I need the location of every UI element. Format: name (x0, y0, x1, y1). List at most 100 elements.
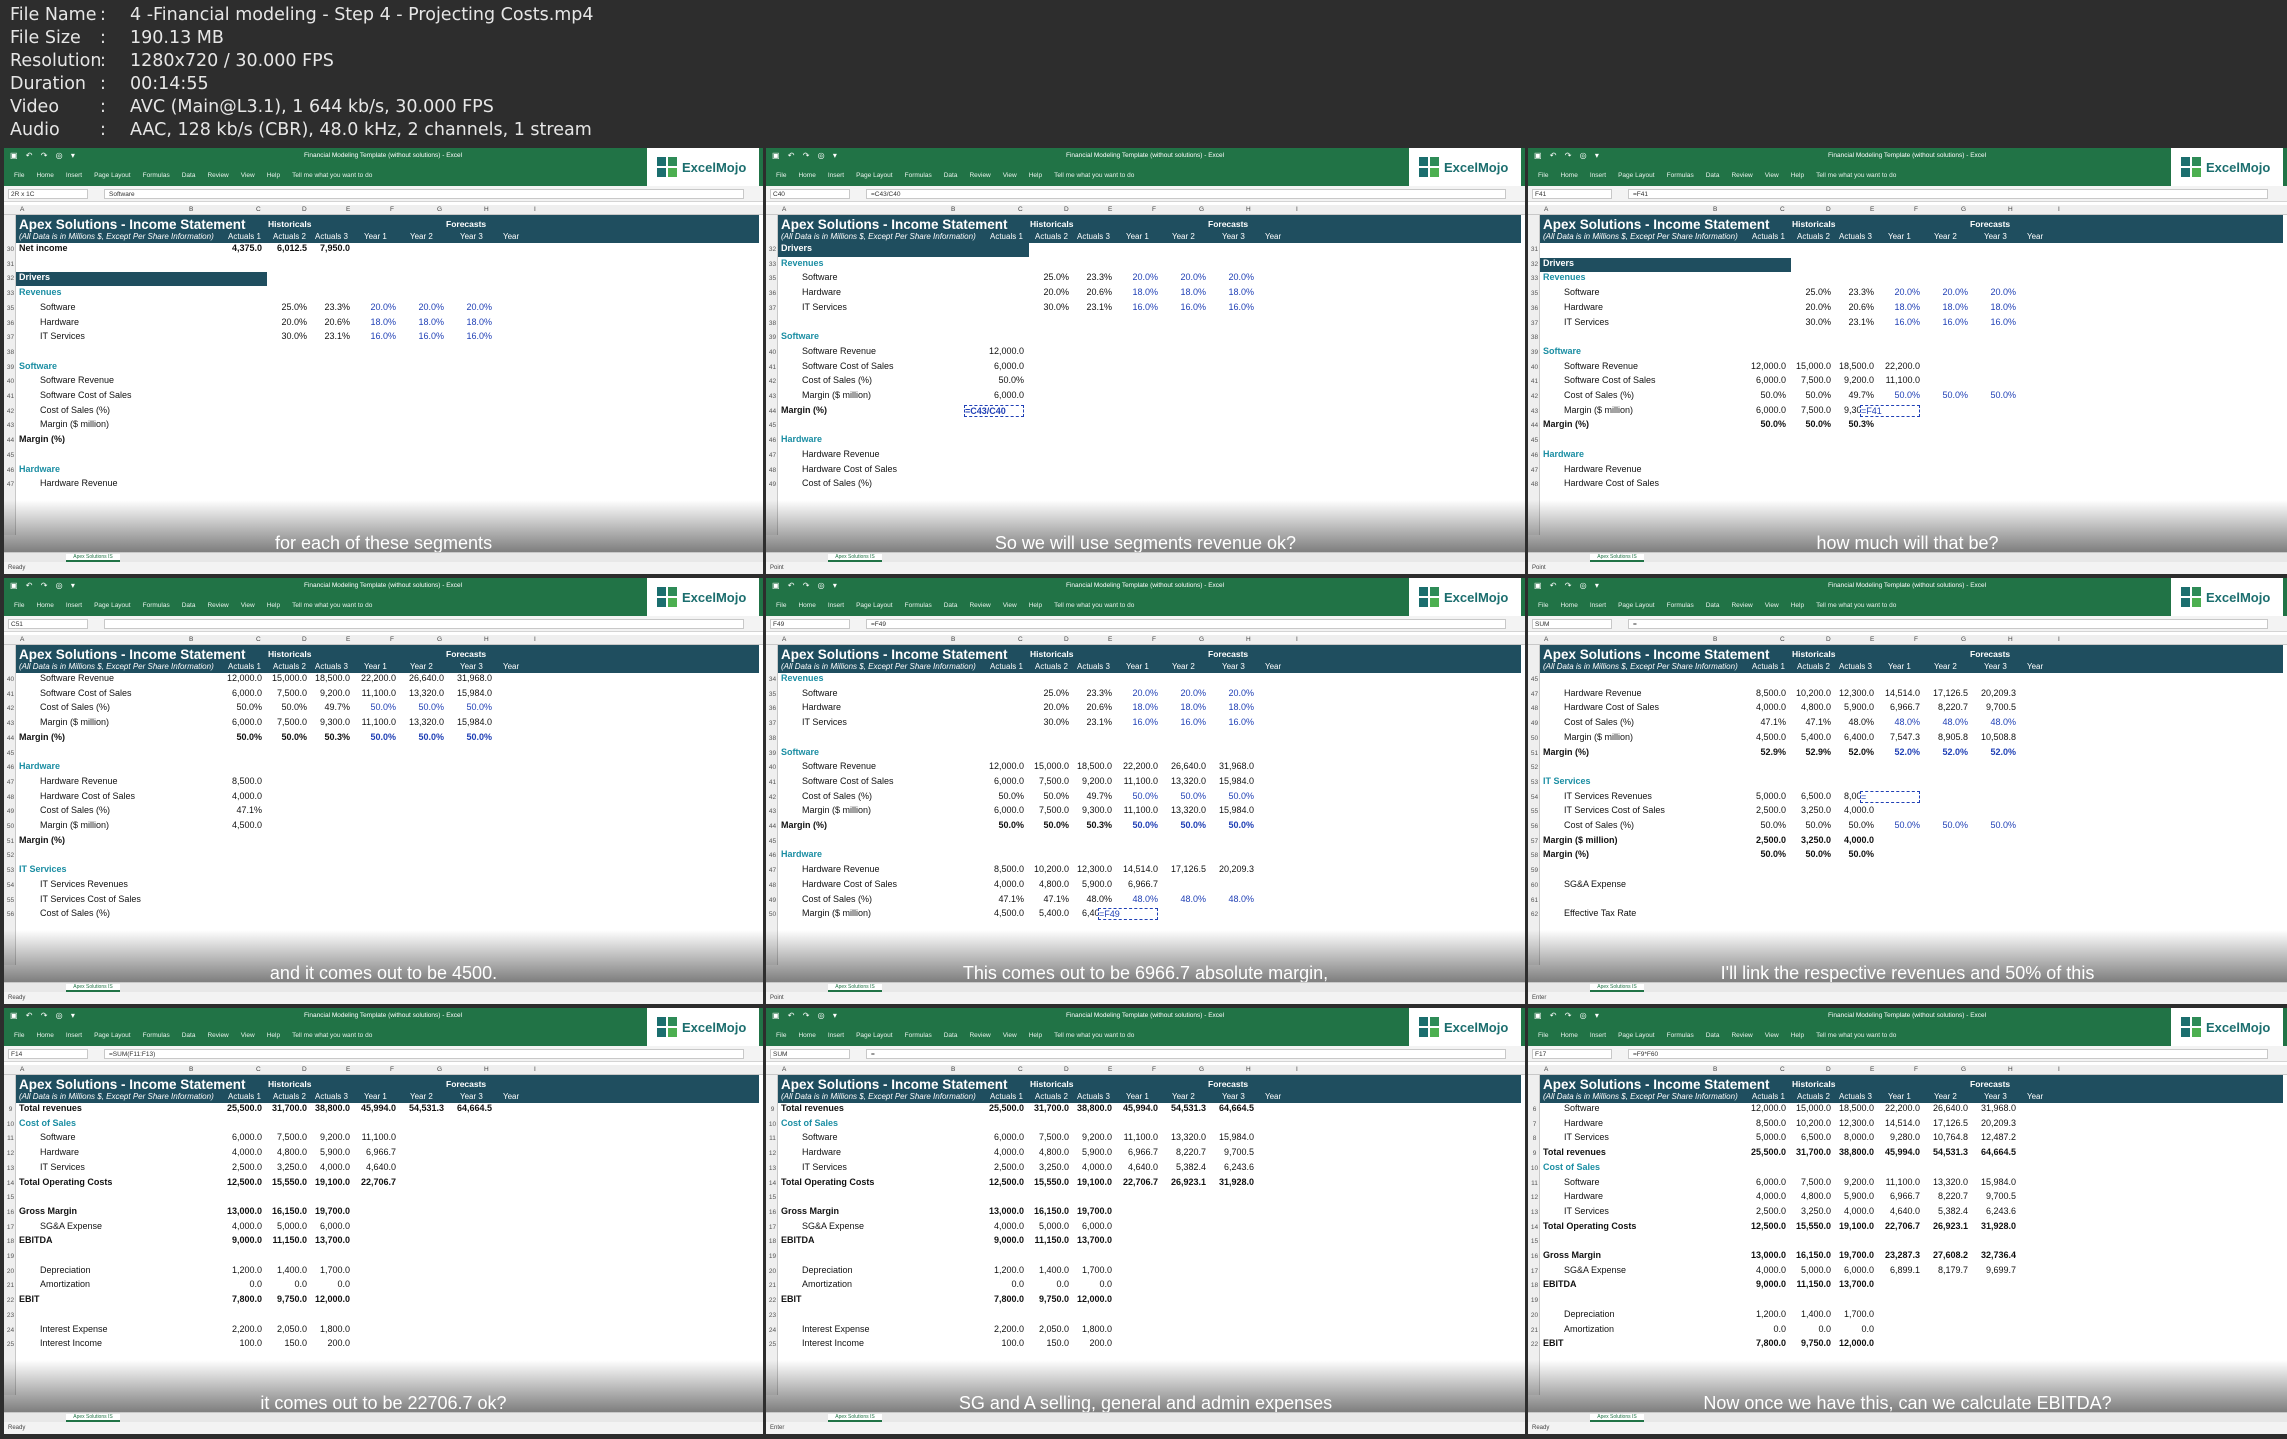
row-number[interactable]: 54 (1530, 793, 1539, 801)
row-number[interactable]: 13 (1530, 1208, 1539, 1216)
column-header[interactable]: G (437, 636, 443, 643)
cell-value[interactable]: 1,700.0 (1081, 1264, 1112, 1275)
column-header[interactable]: F (1914, 636, 1918, 643)
cell-value[interactable]: 30.0% (1043, 717, 1069, 728)
cell-value[interactable]: 15,550.0 (271, 1176, 307, 1187)
ribbon-tab[interactable]: Review (969, 172, 991, 179)
cell-value[interactable]: 9,300.0 (319, 717, 350, 728)
cell-value[interactable]: 50.0% (236, 702, 262, 713)
row-number[interactable]: 48 (768, 881, 777, 889)
cell-value[interactable]: 48.0% (1132, 893, 1158, 904)
cell-value[interactable]: 30.0% (1805, 316, 1831, 327)
row-label[interactable]: EBITDA (1543, 1279, 1577, 1290)
cell-value[interactable]: 31,700.0 (1795, 1147, 1831, 1158)
cell-value[interactable]: 50.0% (1180, 790, 1206, 801)
cell-value[interactable]: 12,500.0 (1750, 1220, 1786, 1231)
cell-value[interactable]: 50.0% (1805, 820, 1831, 830)
cell-value[interactable]: 38,800.0 (1076, 1103, 1112, 1113)
row-number[interactable]: 60 (1530, 881, 1539, 889)
cell-value[interactable]: 54,531.3 (1170, 1103, 1206, 1113)
cell-value[interactable]: 31,700.0 (1033, 1103, 1069, 1113)
cell-value[interactable]: 4,000.0 (1755, 1264, 1786, 1275)
ribbon-tab[interactable]: Data (1705, 1032, 1720, 1039)
row-label[interactable]: Revenues (1543, 272, 1586, 283)
column-header[interactable]: G (1961, 206, 1967, 213)
row-number[interactable]: 45 (1530, 437, 1539, 445)
cell-value[interactable]: 9,750.0 (1038, 1294, 1069, 1305)
row-number[interactable]: 46 (1530, 451, 1539, 459)
cell-value[interactable]: 9,300.0 (1843, 404, 1874, 415)
cell-value[interactable]: 7,950.0 (319, 243, 350, 253)
cell-value[interactable]: 48.0% (1894, 717, 1920, 728)
column-header[interactable]: B (951, 1066, 956, 1073)
cell-value[interactable]: 12,000.0 (226, 673, 262, 683)
cell-value[interactable]: 12,500.0 (988, 1176, 1024, 1187)
row-number[interactable]: 20 (6, 1267, 15, 1275)
cell-value[interactable]: 6,243.6 (1223, 1161, 1254, 1172)
row-label[interactable]: Total revenues (1543, 1147, 1606, 1158)
row-label[interactable]: Cost of Sales (%) (802, 790, 873, 801)
ribbon-tab[interactable]: Insert (1589, 1032, 1607, 1039)
cell-value[interactable]: = (1860, 790, 1920, 803)
row-label[interactable]: Gross Margin (19, 1205, 78, 1216)
row-number[interactable]: 16 (6, 1208, 15, 1216)
row-number[interactable]: 36 (768, 705, 777, 713)
row-number[interactable]: 10 (6, 1120, 15, 1128)
row-label[interactable]: Drivers (1543, 257, 1575, 268)
ribbon-tab[interactable]: Formulas (142, 602, 170, 609)
cell-value[interactable]: 15,550.0 (1795, 1220, 1831, 1231)
formula-input[interactable]: Software (104, 189, 744, 199)
cell-value[interactable]: 8,220.7 (1175, 1147, 1206, 1158)
cell-value[interactable]: 49.7% (1848, 390, 1874, 400)
row-label[interactable]: Cost of Sales (%) (1564, 390, 1635, 400)
cell-value[interactable]: 20.6% (1086, 702, 1112, 713)
row-number[interactable]: 57 (1530, 837, 1539, 845)
cell-value[interactable]: 16.0% (1180, 717, 1206, 728)
cell-value[interactable]: 18,500.0 (1838, 360, 1874, 371)
row-number[interactable]: 41 (6, 690, 15, 698)
cell-value[interactable]: 4,000.0 (231, 1147, 262, 1158)
cell-value[interactable]: 19,700.0 (1838, 1250, 1874, 1260)
row-number[interactable]: 40 (768, 764, 777, 772)
row-label[interactable]: Software (40, 301, 76, 312)
row-label[interactable]: IT Services Revenues (1564, 790, 1652, 801)
cell-value[interactable]: 50.0% (1180, 820, 1206, 830)
cell-value[interactable]: 20,209.3 (1980, 1117, 2016, 1128)
column-header[interactable]: C (1780, 636, 1785, 643)
cell-value[interactable]: 15,550.0 (1033, 1176, 1069, 1187)
row-number[interactable]: 40 (768, 348, 777, 356)
column-header[interactable]: H (484, 1066, 489, 1073)
cell-value[interactable]: 2,500.0 (1755, 834, 1786, 845)
row-number[interactable]: 54 (6, 881, 15, 889)
row-label[interactable]: Amortization (1564, 1323, 1615, 1334)
cell-value[interactable]: 50.3% (324, 731, 350, 742)
row-label[interactable]: Drivers (19, 272, 51, 283)
ribbon-tab[interactable]: Tell me what you want to do (1054, 1032, 1135, 1039)
quick-access-toolbar[interactable]: ▣ ↶ ↷ ◎ ▾ (1534, 1011, 1602, 1020)
cell-value[interactable]: 23.1% (1086, 717, 1112, 728)
cell-value[interactable]: 20.0% (1043, 287, 1069, 298)
ribbon-tab[interactable]: View (1764, 172, 1779, 179)
row-number[interactable]: 43 (6, 422, 15, 430)
cell-value[interactable]: 0.0 (1011, 1279, 1024, 1290)
column-header[interactable]: H (1246, 636, 1251, 643)
formula-input[interactable]: =SUM(F11:F13) (104, 1049, 744, 1059)
row-number[interactable]: 24 (768, 1326, 777, 1334)
cell-value[interactable]: 23.3% (1848, 287, 1874, 298)
row-label[interactable]: Software (802, 1132, 838, 1143)
cell-value[interactable]: 20.0% (1894, 287, 1920, 298)
row-number[interactable]: 25 (768, 1341, 777, 1349)
row-label[interactable]: Software Cost of Sales (802, 775, 894, 786)
formula-input[interactable]: =F41 (1628, 189, 2268, 199)
cell-value[interactable]: 2,500.0 (1755, 1205, 1786, 1216)
ribbon-tab[interactable]: Home (36, 1032, 54, 1039)
column-header[interactable]: I (1296, 636, 1298, 643)
column-header[interactable]: D (1826, 206, 1831, 213)
row-number[interactable]: 20 (768, 1267, 777, 1275)
ribbon-tab[interactable]: File (1538, 1032, 1549, 1039)
cell-value[interactable]: 48.0% (1180, 893, 1206, 904)
ribbon-tab[interactable]: File (14, 1032, 25, 1039)
cell-value[interactable]: 22,706.7 (1884, 1220, 1920, 1231)
ribbon-tab[interactable]: Formulas (904, 602, 932, 609)
row-label[interactable]: Gross Margin (781, 1205, 840, 1216)
